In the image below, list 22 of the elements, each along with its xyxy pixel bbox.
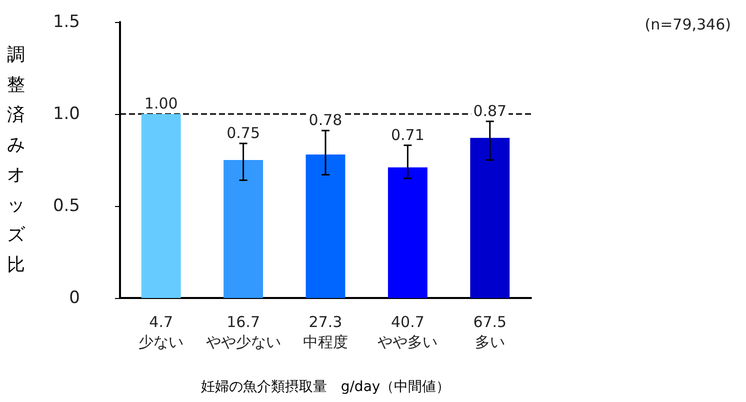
data-label: 1.00 <box>144 94 178 112</box>
bar <box>470 138 510 298</box>
data-label: 0.75 <box>226 124 260 142</box>
x-axis-title: 妊婦の魚介類摂取量 g/day（中間値） <box>200 379 450 395</box>
y-tick-label: 0.5 <box>52 196 80 216</box>
data-label: 0.78 <box>308 111 342 130</box>
x-tick-label: 4.7 少ない <box>138 313 184 351</box>
x-tick-label: 40.7 やや多い <box>378 313 438 351</box>
bar <box>224 160 264 298</box>
x-tick-label: 27.3 中程度 <box>303 313 348 351</box>
x-tick-label: 67.5 多い <box>473 313 507 351</box>
text: (n=79,346) <box>644 16 731 34</box>
data-label: 0.87 <box>473 102 507 120</box>
bar <box>306 154 346 298</box>
y-tick-label: 1.0 <box>52 104 80 124</box>
bar <box>388 167 428 298</box>
data-label: 0.71 <box>390 126 424 144</box>
y-tick-label: 0 <box>69 288 80 308</box>
y-axis-title: 調整済みオッズ比 <box>7 44 26 276</box>
x-tick-label: 16.7 やや少ない <box>206 313 281 351</box>
bar <box>141 114 181 298</box>
y-tick-label: 1.5 <box>52 12 80 32</box>
